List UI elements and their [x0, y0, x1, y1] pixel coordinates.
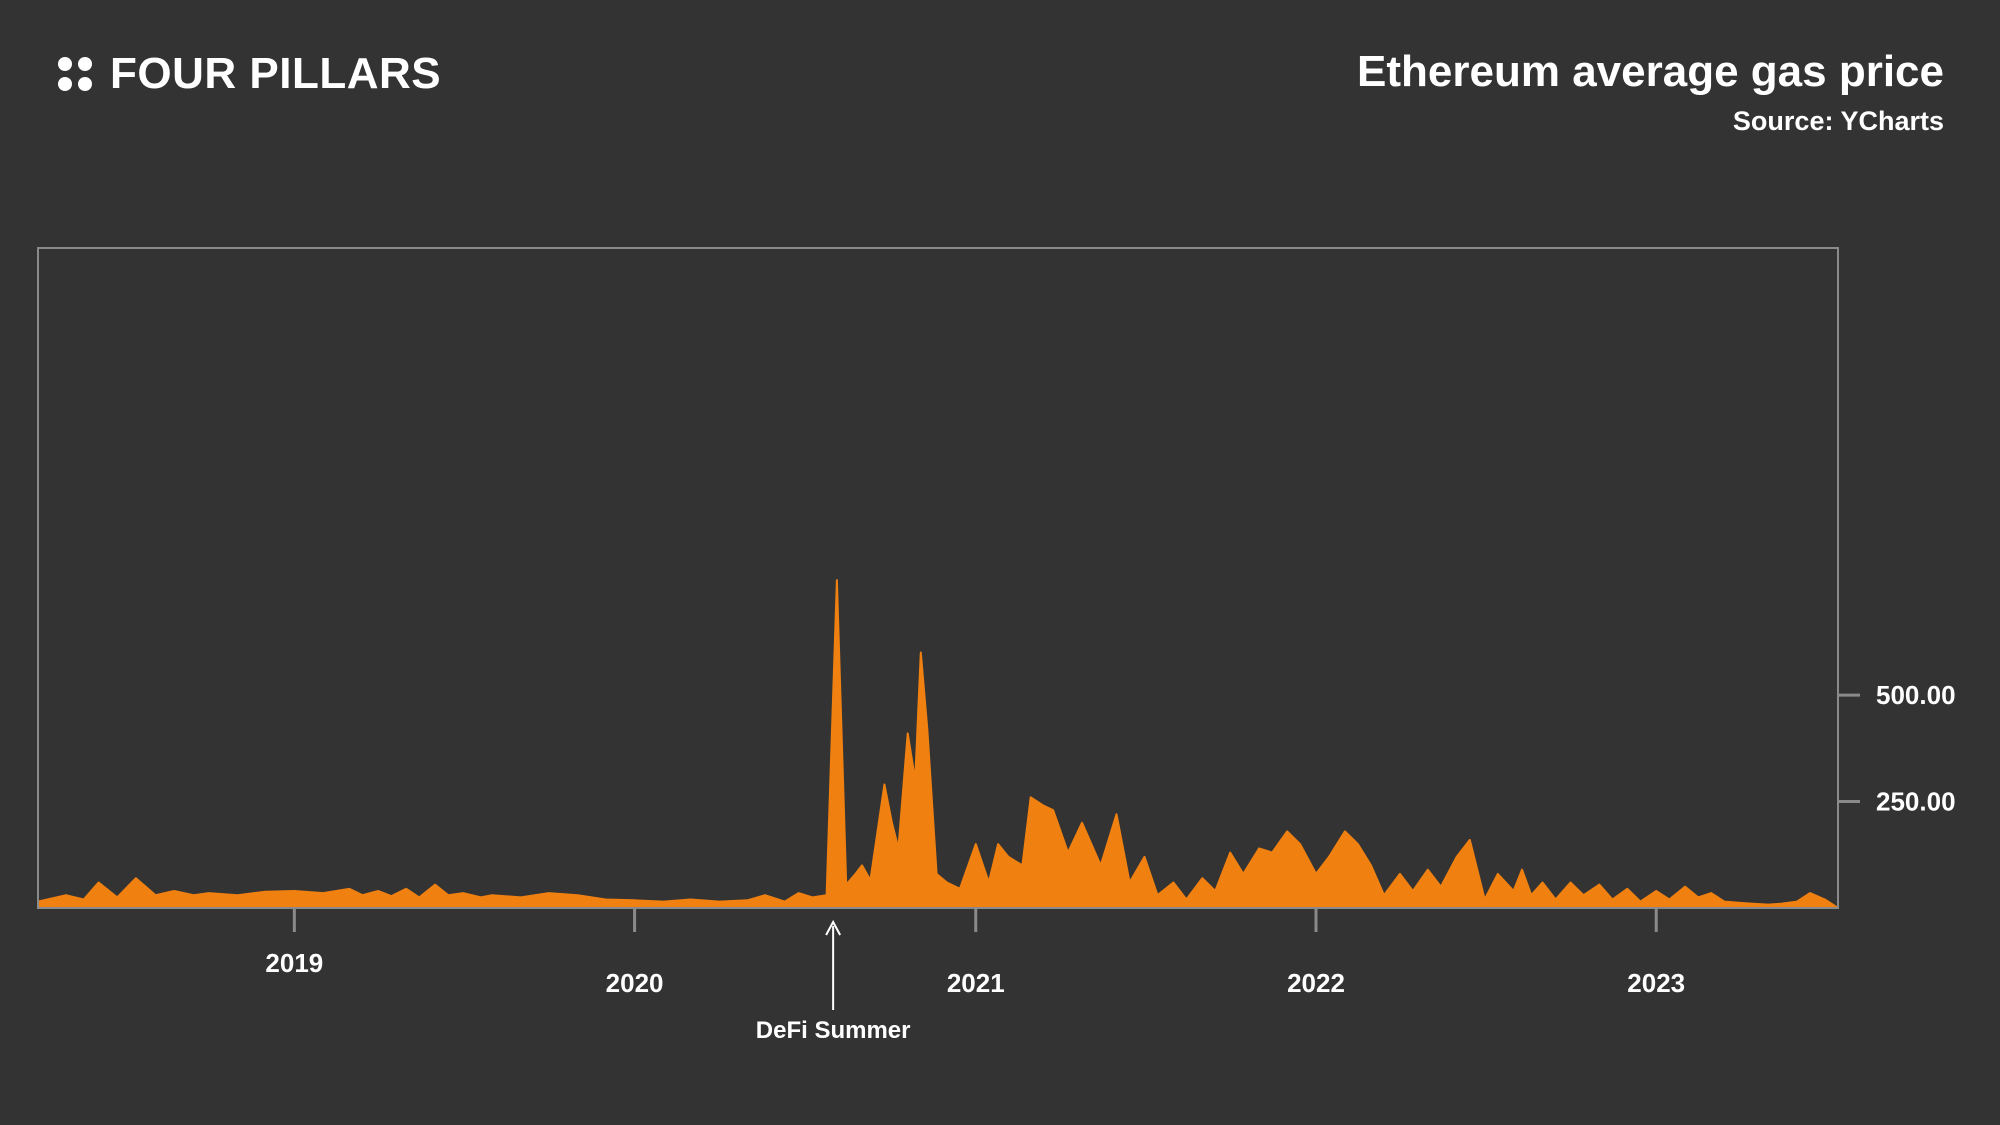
chart-header: Ethereum average gas price Source: YChar…	[1357, 47, 1944, 137]
series-area-0	[37, 579, 1839, 909]
annotation-arrow-head	[825, 919, 842, 936]
brand-name: FOUR PILLARS	[110, 49, 442, 98]
x-tick-label-2022: 2022	[1287, 968, 1345, 998]
four-dots-icon	[58, 57, 92, 91]
x-tick-label-2021: 2021	[947, 968, 1005, 998]
annotation-label: DeFi Summer	[756, 1017, 911, 1044]
chart-source: Source: YCharts	[1732, 106, 1944, 137]
y-tick-label-250: 250.00	[1876, 787, 1956, 817]
y-tick-label-500: 500.00	[1876, 680, 1956, 710]
x-tick-label-2023: 2023	[1627, 968, 1685, 998]
x-tick-label-2019: 2019	[265, 948, 323, 978]
chart-title: Ethereum average gas price	[1357, 47, 1944, 96]
plot-frame	[37, 247, 1839, 909]
x-tick-label-2020: 2020	[606, 968, 664, 998]
brand: FOUR PILLARS	[58, 52, 441, 96]
